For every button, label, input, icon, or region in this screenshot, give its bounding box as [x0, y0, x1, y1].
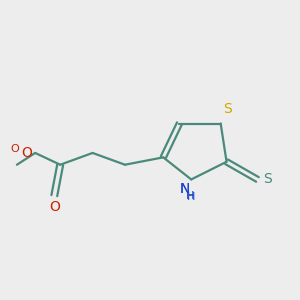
Text: O: O	[21, 146, 32, 160]
Text: N: N	[179, 182, 190, 196]
Text: N: N	[179, 182, 190, 196]
Text: H: H	[186, 191, 194, 201]
Text: S: S	[224, 102, 232, 116]
Text: H: H	[186, 192, 195, 202]
Text: O: O	[10, 143, 19, 154]
Text: O: O	[49, 200, 60, 214]
Text: S: S	[263, 172, 272, 186]
